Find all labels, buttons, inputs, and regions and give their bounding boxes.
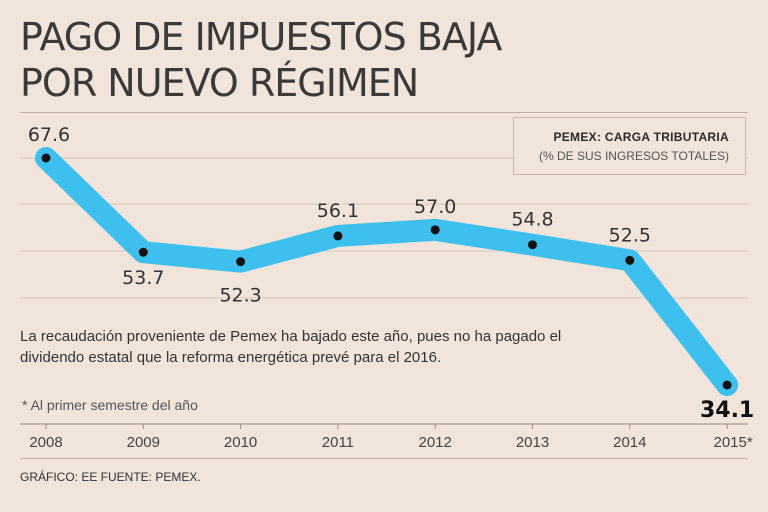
data-points <box>41 153 732 390</box>
data-point <box>333 231 343 241</box>
source-credit: GRÁFICO: EE FUENTE: PEMEX. <box>20 470 201 484</box>
x-axis: 2008 2009 2010 2011 2012 2013 2014 2015* <box>20 423 753 451</box>
chart-note: La recaudación proveniente de Pemex ha b… <box>20 328 562 366</box>
x-tick-label: 2013 <box>516 434 549 451</box>
data-point <box>41 153 51 163</box>
data-label: 56.1 <box>317 200 359 222</box>
data-point <box>430 225 440 235</box>
legend-box: PEMEX: CARGA TRIBUTARIA (% DE SUS INGRES… <box>513 117 746 175</box>
chart-title: PAGO DE IMPUESTOS BAJA POR NUEVO RÉGIMEN <box>20 14 502 106</box>
x-tick-label: 2012 <box>419 434 452 451</box>
x-tick-label: 2015* <box>713 434 752 451</box>
bottom-divider <box>20 458 748 459</box>
title-divider <box>20 112 748 113</box>
data-label: 54.8 <box>511 209 553 231</box>
data-point <box>236 257 246 267</box>
data-point <box>528 240 537 250</box>
data-point <box>138 247 148 257</box>
data-point <box>722 380 732 390</box>
data-label: 34.1 <box>700 398 754 423</box>
x-tick-label: 2008 <box>29 434 62 451</box>
x-tick-label: 2010 <box>224 434 257 451</box>
legend-title: PEMEX: CARGA TRIBUTARIA <box>553 130 729 144</box>
data-label: 57.0 <box>414 196 456 218</box>
x-tick-label: 2011 <box>322 434 354 451</box>
data-labels: 67.6 53.7 52.3 56.1 57.0 54.8 52.5 34.1 <box>28 124 754 423</box>
series-line-layer <box>35 147 739 396</box>
x-tick-label: 2009 <box>127 434 160 451</box>
legend-subtitle: (% DE SUS INGRESOS TOTALES) <box>538 149 729 163</box>
series-line <box>35 147 739 396</box>
data-label: 53.7 <box>122 267 164 289</box>
title-line-1: PAGO DE IMPUESTOS BAJA <box>20 15 502 59</box>
title-line-2: POR NUEVO RÉGIMEN <box>20 61 419 105</box>
data-point <box>625 255 635 265</box>
footnote: * Al primer semestre del año <box>22 397 198 413</box>
x-tick-label: 2014 <box>613 434 646 451</box>
data-label: 67.6 <box>28 124 70 146</box>
data-label: 52.5 <box>609 224 651 246</box>
data-label: 52.3 <box>219 285 261 307</box>
